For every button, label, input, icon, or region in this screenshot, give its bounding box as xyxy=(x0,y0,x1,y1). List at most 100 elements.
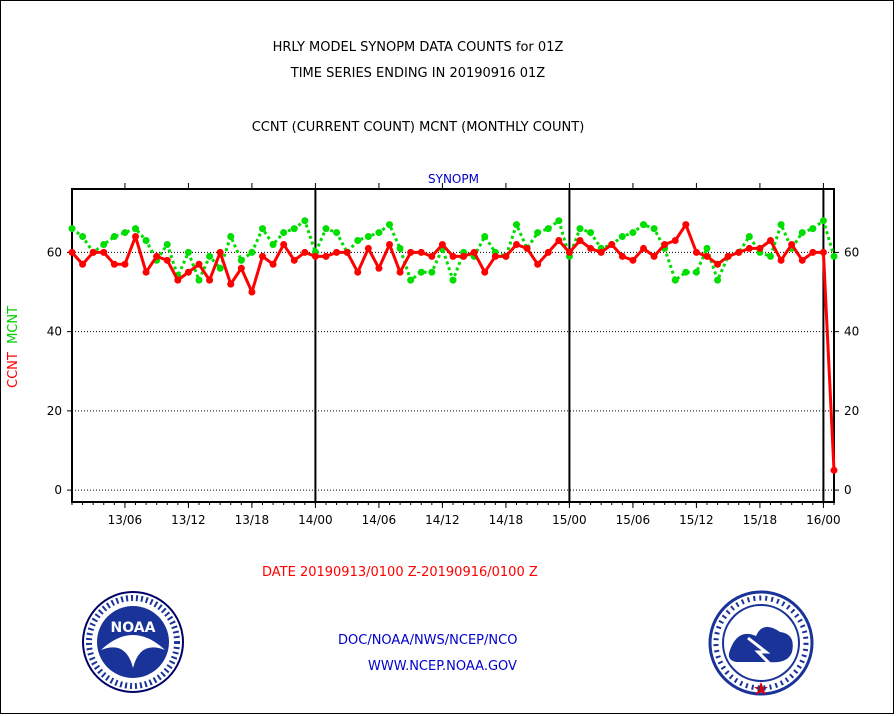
data-point-mcnt xyxy=(386,221,393,229)
data-point-ccnt xyxy=(333,248,341,256)
y-tick-label-right: 40 xyxy=(844,325,859,339)
data-point-ccnt xyxy=(364,244,372,252)
plot-area xyxy=(71,188,835,503)
data-point-mcnt xyxy=(830,252,838,260)
data-point-mcnt xyxy=(682,268,690,276)
x-tick-label: 15/06 xyxy=(616,513,651,527)
x-tick-label: 13/06 xyxy=(108,513,143,527)
data-point-mcnt xyxy=(555,217,563,225)
data-point-ccnt xyxy=(788,240,796,248)
x-tick-label: 14/12 xyxy=(425,513,460,527)
data-point-ccnt xyxy=(174,276,182,284)
plot-title: SYNOPM xyxy=(428,172,479,186)
data-point-mcnt xyxy=(184,248,192,256)
data-point-ccnt xyxy=(819,248,827,256)
data-point-mcnt xyxy=(714,276,722,284)
data-point-mcnt xyxy=(640,221,647,229)
x-axis-label: DATE 20190913/0100 Z-20190916/0100 Z xyxy=(262,565,538,580)
data-point-mcnt xyxy=(692,268,700,276)
data-point-ccnt xyxy=(417,248,425,256)
data-point-ccnt xyxy=(576,237,584,245)
data-point-ccnt xyxy=(290,256,298,264)
data-point-mcnt xyxy=(809,225,817,233)
data-point-ccnt xyxy=(386,240,393,248)
data-point-mcnt xyxy=(322,225,330,233)
data-point-mcnt xyxy=(819,217,827,225)
data-point-ccnt xyxy=(555,237,563,245)
data-point-ccnt xyxy=(692,248,700,256)
data-point-ccnt xyxy=(89,248,97,256)
data-point-ccnt xyxy=(428,252,436,260)
data-point-mcnt xyxy=(618,233,626,241)
data-point-mcnt xyxy=(449,276,457,284)
chart-title-line1: HRLY MODEL SYNOPM DATA COUNTS for 01Z xyxy=(272,40,564,55)
data-point-mcnt xyxy=(79,233,87,241)
data-point-ccnt xyxy=(798,256,806,264)
data-point-mcnt xyxy=(195,276,203,284)
data-point-ccnt xyxy=(163,256,171,264)
data-point-mcnt xyxy=(290,225,298,233)
data-point-ccnt xyxy=(259,252,266,260)
data-point-ccnt xyxy=(68,248,76,256)
data-point-mcnt xyxy=(301,217,309,225)
x-tick-label: 16/00 xyxy=(806,513,841,527)
data-point-mcnt xyxy=(280,229,288,237)
data-point-ccnt xyxy=(354,268,362,276)
data-point-ccnt xyxy=(206,276,214,284)
y-tick-label-right: 0 xyxy=(844,483,852,497)
data-point-ccnt xyxy=(248,288,256,296)
data-point-ccnt xyxy=(407,248,415,256)
data-point-ccnt xyxy=(311,252,319,260)
data-point-mcnt xyxy=(110,233,118,241)
data-point-mcnt xyxy=(798,229,806,237)
data-point-ccnt xyxy=(682,221,690,229)
data-point-mcnt xyxy=(703,244,711,252)
data-point-ccnt xyxy=(280,240,288,248)
y-tick-label-right: 60 xyxy=(844,245,859,259)
data-point-ccnt xyxy=(534,260,542,268)
data-point-ccnt xyxy=(227,280,235,288)
y-tick-label-left: 0 xyxy=(54,483,62,497)
data-point-mcnt xyxy=(206,252,214,260)
footer-agency: DOC/NOAA/NWS/NCEP/NCO xyxy=(338,633,518,648)
data-point-mcnt xyxy=(745,233,753,241)
x-tick-label: 15/12 xyxy=(679,513,714,527)
data-point-ccnt xyxy=(513,240,520,248)
data-point-ccnt xyxy=(502,252,510,260)
data-point-mcnt xyxy=(142,237,150,245)
data-point-ccnt xyxy=(735,248,743,256)
data-point-mcnt xyxy=(777,221,785,229)
x-tick-label: 15/00 xyxy=(552,513,587,527)
data-point-mcnt xyxy=(100,240,108,248)
data-point-ccnt xyxy=(830,466,838,474)
data-point-ccnt xyxy=(745,244,753,252)
data-point-ccnt xyxy=(640,244,647,252)
data-point-ccnt xyxy=(756,244,764,252)
footer-website[interactable]: WWW.NCEP.NOAA.GOV xyxy=(368,659,517,674)
data-point-mcnt xyxy=(237,256,245,264)
data-point-mcnt xyxy=(269,240,277,248)
data-point-ccnt xyxy=(565,248,573,256)
y-tick-label-right: 20 xyxy=(844,404,859,418)
data-point-ccnt xyxy=(597,248,605,256)
data-point-mcnt xyxy=(417,268,425,276)
data-point-mcnt xyxy=(375,229,383,237)
nws-logo xyxy=(708,590,814,696)
data-point-ccnt xyxy=(703,252,711,260)
data-point-ccnt xyxy=(523,244,531,252)
data-point-ccnt xyxy=(587,244,595,252)
data-point-mcnt xyxy=(132,225,139,233)
noaa-logo: NOAA xyxy=(80,590,186,694)
data-point-ccnt xyxy=(714,260,722,268)
data-point-ccnt xyxy=(132,233,139,241)
data-point-mcnt xyxy=(396,244,404,252)
x-tick-label: 14/06 xyxy=(362,513,397,527)
data-point-mcnt xyxy=(364,233,372,241)
data-point-mcnt xyxy=(576,225,584,233)
y-tick-label-left: 40 xyxy=(47,325,62,339)
noaa-logo-graphic: NOAA xyxy=(82,591,184,693)
data-point-ccnt xyxy=(544,248,552,256)
data-point-ccnt xyxy=(671,237,679,245)
data-point-ccnt xyxy=(608,240,616,248)
data-point-mcnt xyxy=(121,229,129,237)
